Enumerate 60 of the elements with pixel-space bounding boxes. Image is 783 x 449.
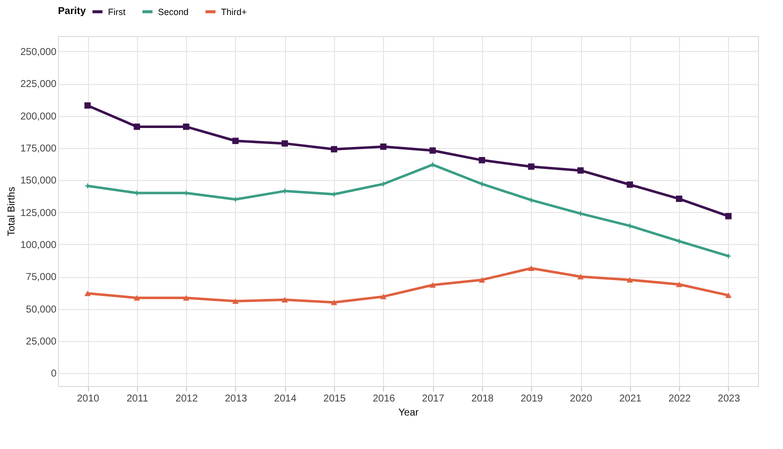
point — [429, 282, 436, 288]
point — [282, 140, 288, 147]
x-tick-label: 2021 — [619, 394, 642, 404]
x-tick-label: 2018 — [471, 394, 494, 404]
point — [84, 102, 91, 109]
y-tick-label: 100,000 — [20, 240, 57, 251]
point — [725, 292, 732, 298]
point — [282, 297, 288, 303]
x-axis-title: Year — [398, 408, 420, 418]
y-tick-label: 250,000 — [20, 46, 57, 58]
point — [84, 290, 91, 296]
x-tick-label: 2014 — [274, 394, 297, 404]
point — [134, 124, 140, 130]
legend-title: Parity — [58, 6, 86, 17]
point — [429, 147, 436, 154]
y-axis-title: Total Births — [6, 186, 18, 236]
point — [626, 277, 633, 283]
x-tick-label: 2019 — [520, 394, 544, 404]
point — [478, 157, 486, 164]
point — [183, 295, 190, 301]
point — [232, 138, 239, 144]
point — [577, 274, 584, 280]
legend-label: Second — [158, 6, 189, 17]
y-tick-label: 75,000 — [26, 272, 57, 284]
point — [380, 144, 387, 150]
x-tick-label: 2010 — [76, 394, 100, 404]
x-tick-label: 2020 — [570, 394, 593, 404]
x-tick-label: 2013 — [224, 394, 248, 404]
x-tick-label: 2017 — [422, 394, 445, 404]
point — [183, 124, 190, 130]
x-tick-label: 2012 — [176, 394, 198, 404]
point — [676, 282, 682, 288]
y-tick-label: 0 — [50, 368, 57, 380]
point — [330, 146, 338, 152]
y-tick-label: 25,000 — [26, 336, 57, 348]
point — [134, 295, 140, 301]
x-tick-label: 2016 — [372, 394, 396, 404]
x-tick-label: 2011 — [126, 394, 149, 404]
point — [725, 212, 732, 220]
y-tick-label: 225,000 — [20, 79, 57, 90]
point — [330, 300, 338, 306]
x-tick-label: 2022 — [668, 394, 692, 404]
point — [528, 266, 534, 271]
x-tick-label: 2023 — [718, 394, 740, 404]
y-tick-label: 175,000 — [20, 143, 57, 154]
y-tick-label: 125,000 — [20, 208, 57, 219]
point — [478, 277, 486, 283]
point — [528, 163, 534, 170]
x-tick-label: 2015 — [323, 394, 346, 404]
legend-label: First — [108, 6, 126, 17]
y-tick-label: 150,000 — [20, 176, 57, 187]
legend-label: Third+ — [221, 6, 247, 17]
point — [232, 298, 239, 304]
y-tick-label: 50,000 — [26, 304, 57, 316]
point — [626, 181, 633, 188]
point — [429, 162, 436, 168]
y-tick-label: 200,000 — [20, 111, 57, 122]
point — [380, 294, 387, 300]
point — [676, 196, 682, 202]
point — [577, 167, 584, 174]
